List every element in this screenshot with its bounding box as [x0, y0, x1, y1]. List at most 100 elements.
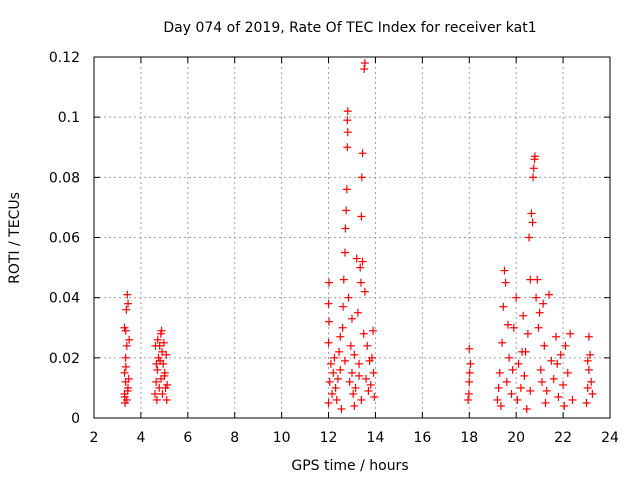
data-point: [340, 248, 349, 257]
data-point: [352, 254, 361, 263]
data-points: [120, 59, 597, 413]
data-point: [360, 65, 369, 74]
data-point: [342, 206, 351, 215]
data-point: [162, 395, 171, 404]
data-point: [356, 263, 365, 272]
data-point: [160, 368, 169, 377]
data-point: [369, 326, 378, 335]
data-point: [542, 386, 551, 395]
data-point: [158, 347, 167, 356]
data-point: [499, 302, 508, 311]
data-point: [358, 149, 367, 158]
y-tick-label: 0: [71, 411, 80, 427]
data-point: [561, 341, 570, 350]
data-point: [150, 389, 159, 398]
data-point: [529, 164, 538, 173]
data-point: [350, 401, 359, 410]
data-point: [532, 293, 541, 302]
data-point: [466, 359, 475, 368]
data-point: [121, 362, 130, 371]
data-point: [355, 371, 364, 380]
plot-frame: [93, 56, 611, 419]
data-point: [349, 389, 358, 398]
data-point: [120, 368, 129, 377]
data-point: [341, 224, 350, 233]
data-point: [360, 287, 369, 296]
data-point: [586, 350, 595, 359]
data-point: [512, 293, 521, 302]
data-point: [364, 386, 373, 395]
data-point: [553, 359, 562, 368]
data-point: [523, 329, 532, 338]
data-point: [153, 335, 162, 344]
data-point: [526, 275, 535, 284]
x-tick-label: 4: [136, 430, 145, 446]
data-point: [153, 365, 162, 374]
data-point: [121, 353, 130, 362]
data-point: [522, 404, 531, 413]
data-point: [508, 365, 517, 374]
data-point: [563, 368, 572, 377]
data-point: [534, 323, 543, 332]
data-point: [343, 107, 352, 116]
data-point: [587, 377, 596, 386]
data-point: [335, 347, 344, 356]
data-point: [496, 401, 505, 410]
data-point: [123, 386, 132, 395]
data-point: [556, 350, 565, 359]
y-tick-label: 0.02: [49, 351, 80, 367]
data-point: [363, 341, 372, 350]
data-point: [369, 368, 378, 377]
x-tick-label: 12: [320, 430, 338, 446]
data-point: [530, 152, 539, 161]
data-point: [124, 299, 133, 308]
data-point: [584, 332, 593, 341]
data-point: [362, 374, 371, 383]
data-point: [343, 116, 352, 125]
data-point: [527, 209, 536, 218]
data-point: [559, 380, 568, 389]
data-point: [367, 353, 376, 362]
data-point: [509, 323, 518, 332]
data-point: [465, 368, 474, 377]
x-tick-label: 14: [367, 430, 385, 446]
data-point: [158, 389, 167, 398]
data-point: [500, 266, 509, 275]
data-point: [152, 395, 161, 404]
y-tick-label: 0.1: [58, 110, 80, 126]
data-point: [333, 374, 342, 383]
data-point: [152, 377, 161, 386]
data-point: [340, 356, 349, 365]
data-point: [338, 323, 347, 332]
data-point: [336, 365, 345, 374]
data-point: [568, 395, 577, 404]
data-point: [353, 308, 362, 317]
data-point: [588, 389, 597, 398]
data-point: [123, 290, 132, 299]
data-point: [343, 143, 352, 152]
data-point: [518, 347, 527, 356]
y-axis-label: ROTI / TECUs: [7, 192, 23, 284]
x-tick-label: 24: [601, 430, 619, 446]
x-axis-label: GPS time / hours: [291, 458, 408, 474]
data-point: [125, 335, 134, 344]
data-point: [330, 353, 339, 362]
data-point: [493, 395, 502, 404]
x-tick-label: 2: [90, 430, 99, 446]
data-point: [343, 128, 352, 137]
data-point: [464, 395, 473, 404]
data-point: [152, 359, 161, 368]
data-point: [566, 329, 575, 338]
data-point: [342, 185, 351, 194]
data-point: [540, 341, 549, 350]
data-point: [520, 371, 529, 380]
data-point: [331, 383, 340, 392]
data-point: [501, 278, 510, 287]
data-point: [582, 398, 591, 407]
data-point: [346, 341, 355, 350]
data-point: [535, 308, 544, 317]
data-point: [528, 218, 537, 227]
data-point: [502, 377, 511, 386]
data-point: [355, 359, 364, 368]
